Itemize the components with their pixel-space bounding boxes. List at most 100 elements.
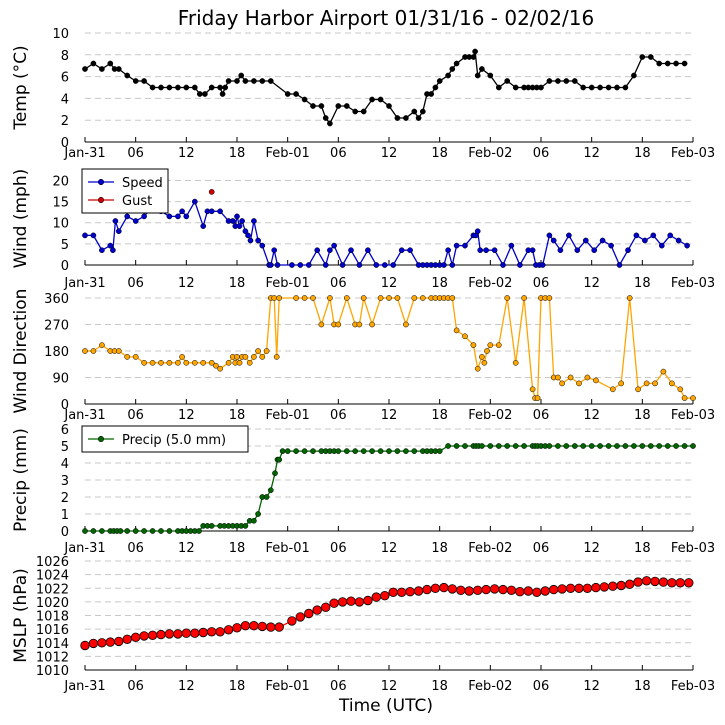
data-point	[181, 628, 192, 638]
data-point	[474, 228, 481, 235]
data-point	[549, 584, 559, 595]
panel-wind: 0 5 10 15 20 Jan-31 06 12 18 Feb-01 06 12 18 Feb-02 06…	[11, 168, 715, 291]
data-point	[115, 66, 122, 72]
data-point	[166, 84, 173, 91]
data-point	[327, 247, 333, 254]
x-tick-label: 12	[583, 276, 600, 291]
data-point	[540, 586, 550, 596]
data-point	[274, 622, 284, 632]
data-point	[318, 103, 325, 109]
x-tick-label: 12	[583, 679, 600, 694]
data-point	[88, 638, 99, 649]
x-tick-label: Feb-03	[671, 679, 715, 694]
x-tick-label: 12	[583, 541, 600, 556]
data-point	[625, 247, 631, 254]
data-point	[377, 448, 384, 454]
x-tick-label: 06	[127, 408, 144, 423]
legend-entry: Speed	[122, 176, 163, 191]
data-point	[521, 295, 527, 301]
data-point	[276, 456, 283, 463]
y-tick-label: 8	[61, 49, 69, 64]
data-point	[667, 578, 677, 588]
y-tick-label: 4	[61, 92, 69, 107]
data-point	[500, 262, 506, 268]
x-tick-label: 12	[381, 276, 398, 291]
data-point	[90, 348, 97, 354]
x-tick-label: 18	[431, 541, 448, 556]
data-point	[312, 605, 322, 615]
data-point	[618, 380, 625, 387]
panel-temp: 0 2 4 6 8 10 Jan-31 06 12 18 Feb-01 06 12 18 Feb-02 06 1…	[11, 27, 715, 161]
data-point	[371, 592, 382, 602]
data-point	[546, 443, 553, 449]
data-point	[658, 577, 669, 587]
series-line	[85, 200, 688, 267]
data-point	[251, 517, 257, 524]
data-point	[605, 84, 612, 91]
data-point	[641, 576, 652, 586]
data-point	[487, 342, 494, 348]
data-point	[631, 72, 637, 79]
data-point	[255, 348, 261, 354]
data-point	[219, 91, 226, 97]
y-tick-label: 1020	[36, 596, 69, 611]
data-point	[279, 448, 286, 454]
data-point	[242, 354, 249, 360]
data-point	[681, 443, 688, 449]
x-tick-label: 06	[330, 276, 347, 291]
data-point	[259, 242, 266, 249]
data-point	[667, 232, 674, 239]
y-tick-label: 1022	[36, 582, 69, 597]
y-tick-label: 1016	[36, 623, 69, 638]
data-point	[584, 374, 591, 381]
x-tick-label: Jan-31	[63, 408, 105, 423]
data-point	[563, 443, 570, 449]
data-point	[546, 295, 553, 301]
data-point	[428, 91, 435, 97]
data-point	[498, 584, 508, 595]
data-point	[267, 78, 274, 84]
data-point	[521, 443, 527, 449]
y-tick-label: 0	[61, 259, 69, 274]
data-point	[411, 295, 418, 301]
data-point	[593, 377, 599, 384]
data-point	[576, 380, 582, 387]
data-point	[690, 395, 696, 401]
x-tick-label: Jan-31	[63, 146, 105, 161]
data-point	[158, 359, 164, 366]
data-point	[588, 443, 595, 449]
data-point	[642, 237, 648, 244]
data-point	[474, 365, 481, 372]
data-point	[234, 354, 240, 360]
data-point	[242, 523, 249, 529]
data-point	[284, 91, 291, 97]
data-point	[369, 448, 375, 454]
data-point	[436, 448, 443, 454]
data-point	[546, 78, 553, 84]
series-temp-0	[82, 48, 688, 127]
data-point	[310, 295, 316, 301]
x-tick-label: 18	[634, 276, 651, 291]
data-point	[411, 448, 418, 454]
data-point	[301, 448, 308, 454]
data-point	[124, 528, 131, 534]
data-point	[614, 443, 620, 449]
data-point	[390, 262, 397, 268]
data-point	[447, 584, 458, 594]
data-point	[255, 511, 261, 517]
y-tick-label: 5	[61, 238, 69, 253]
data-point	[284, 448, 291, 454]
data-point	[377, 96, 384, 103]
data-point	[251, 78, 257, 84]
data-point	[304, 608, 314, 619]
data-point	[82, 232, 88, 239]
data-point	[597, 443, 603, 449]
data-point	[251, 218, 257, 224]
data-point	[149, 84, 156, 91]
data-point	[360, 108, 367, 115]
y-tick-label: 1024	[36, 569, 69, 584]
data-point	[377, 295, 384, 301]
data-point	[504, 78, 511, 84]
